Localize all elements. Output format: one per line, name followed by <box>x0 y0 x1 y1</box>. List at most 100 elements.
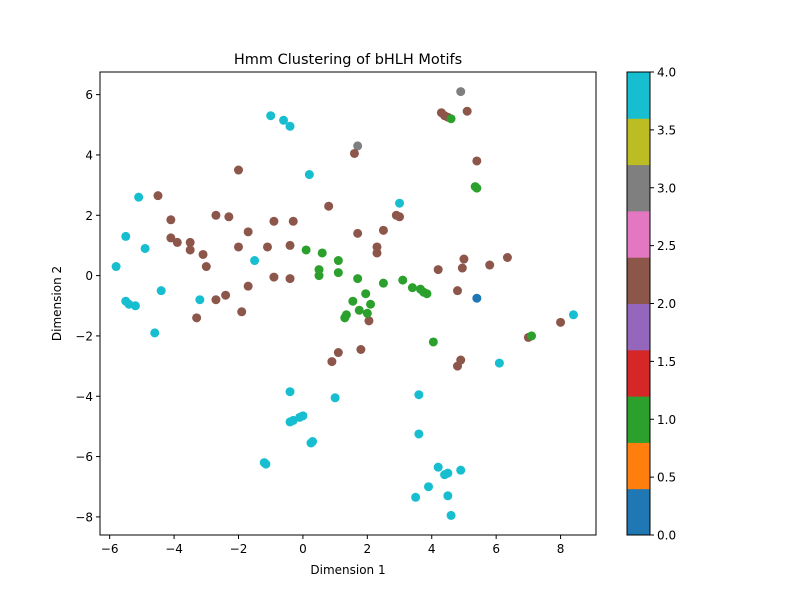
data-point <box>156 286 166 296</box>
data-point <box>211 295 221 305</box>
data-point <box>279 115 289 125</box>
data-point <box>456 465 466 475</box>
data-point <box>324 201 334 211</box>
colorbar-segments <box>627 72 650 536</box>
colorbar-segment <box>627 210 650 258</box>
data-point <box>556 317 566 327</box>
colorbar-ticks: 0.0 0.5 1.0 1.5 2.0 2.5 3.0 3.5 4.0 <box>650 66 676 543</box>
data-point <box>395 198 405 208</box>
data-point <box>134 192 144 202</box>
colorbar-tick-label: 4.0 <box>657 66 676 80</box>
axes-background <box>100 72 596 535</box>
data-point <box>378 225 388 235</box>
x-tick-label: −6 <box>101 542 119 556</box>
data-point <box>261 459 271 469</box>
y-tick-label: 6 <box>85 88 93 102</box>
data-point <box>446 510 456 520</box>
colorbar-segment <box>627 396 650 443</box>
data-point <box>330 393 340 403</box>
colorbar-tick-label: 0.0 <box>657 529 676 543</box>
data-point <box>424 482 434 492</box>
data-point <box>428 337 438 347</box>
colorbar-segment <box>627 257 650 304</box>
data-point <box>221 290 231 300</box>
data-point <box>140 243 150 253</box>
colorbar-segment <box>627 349 650 397</box>
x-axis-ticks: −6 −4 −2 0 2 4 6 8 <box>101 535 565 556</box>
colorbar-segment <box>627 164 650 212</box>
data-point <box>353 274 363 284</box>
data-point <box>306 438 316 448</box>
data-point <box>446 114 456 124</box>
data-point <box>353 141 363 151</box>
data-point <box>485 260 495 270</box>
data-point <box>414 390 424 400</box>
y-tick-label: 0 <box>85 269 93 283</box>
data-point <box>317 248 327 258</box>
data-point <box>269 272 279 282</box>
data-point <box>233 242 243 252</box>
data-point <box>527 331 537 341</box>
data-point <box>243 281 253 291</box>
data-point <box>398 275 408 285</box>
data-point <box>288 216 298 226</box>
y-tick-label: 4 <box>85 148 93 162</box>
colorbar-tick-label: 2.5 <box>657 239 676 253</box>
data-point <box>378 278 388 288</box>
data-point <box>453 286 463 296</box>
data-point <box>457 263 467 273</box>
data-point <box>362 308 372 318</box>
data-point <box>472 183 482 193</box>
data-point <box>411 492 421 502</box>
colorbar-tick-label: 1.5 <box>657 355 676 369</box>
x-tick-label: 8 <box>557 542 565 556</box>
data-point <box>285 121 295 131</box>
colorbar-segment <box>627 442 650 490</box>
data-point <box>269 216 279 226</box>
axes-frame <box>99 71 597 536</box>
x-axis-label: Dimension 1 <box>310 563 385 577</box>
data-point <box>304 170 314 180</box>
x-tick-label: 2 <box>364 542 372 556</box>
data-point <box>333 256 343 266</box>
x-tick-label: −4 <box>165 542 183 556</box>
data-point <box>348 296 358 306</box>
colorbar-tick-label: 2.0 <box>657 297 676 311</box>
plot-area <box>99 71 597 536</box>
data-point <box>361 289 371 299</box>
colorbar-segment <box>627 72 650 119</box>
data-point <box>262 242 272 252</box>
data-point <box>414 429 424 439</box>
data-point <box>130 301 140 311</box>
data-point <box>185 245 195 255</box>
y-tick-label: 2 <box>85 209 93 223</box>
data-point <box>201 262 211 272</box>
data-point <box>494 358 504 368</box>
data-point <box>333 268 343 278</box>
data-point <box>364 316 374 326</box>
y-tick-label: −4 <box>75 390 93 404</box>
data-point <box>285 387 295 397</box>
x-tick-label: −2 <box>230 542 248 556</box>
y-axis-ticks: −8 −6 −4 −2 0 2 4 6 <box>75 88 100 524</box>
data-point <box>327 357 337 367</box>
data-point <box>172 237 182 247</box>
colorbar-tick-label: 1.0 <box>657 413 676 427</box>
chart-title: Hmm Clustering of bHLH Motifs <box>234 52 462 68</box>
x-tick-label: 6 <box>492 542 500 556</box>
data-point <box>250 256 260 266</box>
data-point <box>443 491 453 501</box>
data-point <box>185 237 195 247</box>
colorbar-tick-label: 0.5 <box>657 471 676 485</box>
data-point <box>568 310 578 320</box>
data-point <box>353 228 363 238</box>
data-point <box>440 470 450 480</box>
data-point <box>356 344 366 354</box>
data-point <box>192 313 202 323</box>
colorbar-segment <box>627 118 650 166</box>
y-tick-label: −2 <box>75 329 93 343</box>
points-layer <box>111 87 578 520</box>
data-point <box>502 253 512 263</box>
data-point <box>453 361 463 371</box>
